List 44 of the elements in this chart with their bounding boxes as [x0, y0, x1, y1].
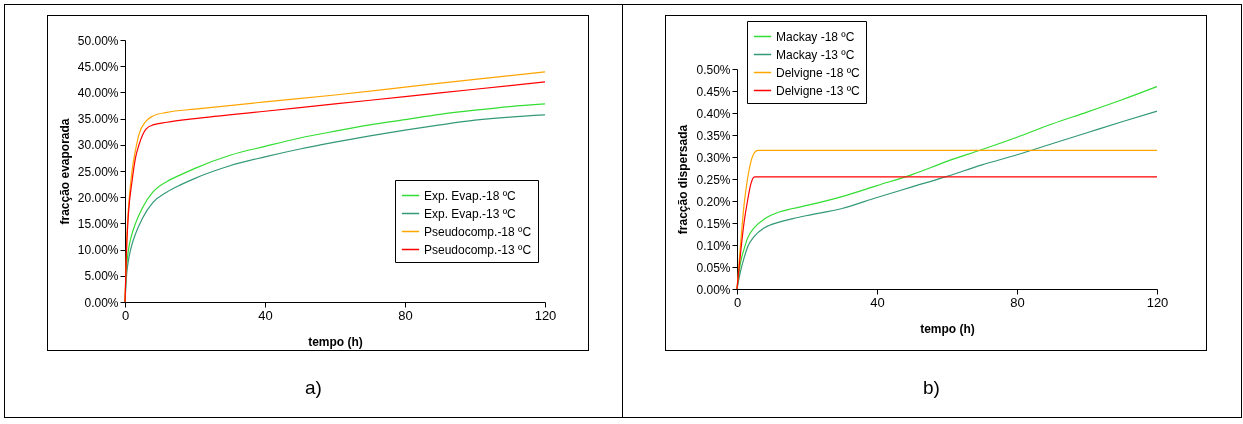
- legend-label: Delvigne -18 ºC: [776, 65, 861, 80]
- y-tick-label: 0.45%: [696, 84, 731, 99]
- y-axis-title: fracção evaporada: [57, 118, 72, 225]
- y-tick-label: 0.00%: [84, 295, 119, 310]
- x-tick-label: 40: [258, 307, 273, 323]
- y-tick-label: 0.20%: [696, 194, 731, 209]
- text: b): [922, 377, 941, 399]
- x-tick-label: 120: [534, 307, 557, 323]
- y-axis-title: fracção dispersada: [676, 124, 691, 235]
- y-tick-label: 50.00%: [77, 33, 119, 48]
- x-tick-label: 40: [870, 294, 885, 310]
- legend-label: Mackay -18 ºC: [776, 29, 855, 44]
- y-tick-label: 20.00%: [77, 190, 119, 205]
- y-tick-label: 0.35%: [696, 128, 731, 143]
- x-tick-label: 0: [733, 294, 742, 310]
- y-tick-label: 0.30%: [696, 150, 731, 165]
- y-tick-label: 0.05%: [696, 260, 731, 275]
- y-tick-label: 40.00%: [77, 85, 119, 100]
- legend-label: Mackay -13 ºC: [776, 47, 855, 62]
- y-tick-label: 25.00%: [77, 164, 119, 179]
- x-axis-title: tempo (h): [308, 334, 363, 349]
- x-tick-label: 80: [1010, 294, 1025, 310]
- y-tick-label: 0.50%: [696, 62, 731, 77]
- legend-label: Pseudocomp.-13 ºC: [424, 242, 532, 257]
- legend-label: Delvigne -13 ºC: [776, 83, 861, 98]
- y-tick-label: 0.10%: [696, 238, 731, 253]
- legend-label: Exp. Evap.-18 ºC: [424, 188, 517, 203]
- text: a): [304, 377, 323, 399]
- y-tick-label: 0.15%: [696, 216, 731, 231]
- y-tick-label: 15.00%: [77, 216, 119, 231]
- y-tick-label: 45.00%: [77, 59, 119, 74]
- legend-label: Exp. Evap.-13 ºC: [424, 206, 517, 221]
- y-tick-label: 10.00%: [77, 243, 119, 258]
- y-tick-label: 0.00%: [696, 282, 731, 297]
- x-axis-title: tempo (h): [920, 321, 975, 336]
- y-tick-label: 5.00%: [84, 269, 119, 284]
- x-tick-label: 120: [1146, 294, 1169, 310]
- y-tick-label: 0.40%: [696, 106, 731, 121]
- legend-label: Pseudocomp.-18 ºC: [424, 224, 532, 239]
- x-tick-label: 0: [121, 307, 130, 323]
- y-tick-label: 35.00%: [77, 112, 119, 127]
- y-tick-label: 0.25%: [696, 172, 731, 187]
- x-tick-label: 80: [398, 307, 413, 323]
- y-tick-label: 30.00%: [77, 138, 119, 153]
